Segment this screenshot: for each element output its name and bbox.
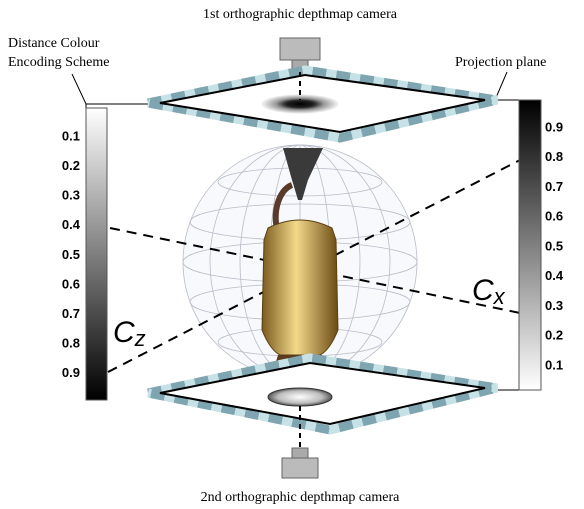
right-scale-label: 0.3 (545, 298, 563, 313)
bottom-caption: 2nd orthographic depthmap camera (201, 490, 400, 505)
right-colour-bar (518, 99, 542, 391)
right-scale-label: 0.5 (545, 238, 563, 253)
left-scale-label: 0.4 (62, 217, 81, 232)
axis-z-main: C (113, 316, 135, 349)
vase (261, 148, 339, 368)
plane-label: Projection plane (455, 55, 546, 70)
left-scale-label: 0.7 (62, 306, 80, 321)
axis-line (107, 159, 521, 373)
right-scale-label: 0.1 (545, 357, 563, 372)
left-scale-label: 0.2 (62, 158, 80, 173)
top-plane (147, 65, 499, 143)
left-colour-bar (85, 107, 108, 401)
leader (71, 73, 150, 105)
left-scale-label: 0.8 (62, 336, 80, 351)
axis-z-label: Cz (113, 316, 146, 351)
left-scale-label: 0.1 (62, 128, 80, 143)
left-scale-label: 0.9 (62, 365, 80, 380)
left-scale-label: 0.5 (62, 247, 80, 262)
left-scale-label: 0.3 (62, 188, 80, 203)
right-scale-label: 0.8 (545, 149, 563, 164)
axis-x-label: Cx (472, 274, 506, 309)
right-scale-label: 0.7 (545, 179, 563, 194)
legend-title: Distance Colour (8, 36, 100, 51)
right-scale-label: 0.6 (545, 209, 563, 224)
legend-title: Encoding Scheme (8, 55, 109, 70)
axis-x-sub: x (493, 284, 506, 309)
right-scale-label: 0.2 (545, 328, 563, 343)
right-scale-label: 0.4 (545, 268, 564, 283)
axis-x-main: C (472, 274, 494, 307)
leader (494, 71, 519, 101)
right-scale-label: 0.9 (545, 119, 563, 134)
bottom-camera (281, 447, 319, 479)
top-caption: 1st orthographic depthmap camera (203, 7, 398, 22)
bottom-plane (147, 353, 499, 448)
left-scale-label: 0.6 (62, 276, 80, 291)
axis-z-sub: z (134, 326, 146, 351)
